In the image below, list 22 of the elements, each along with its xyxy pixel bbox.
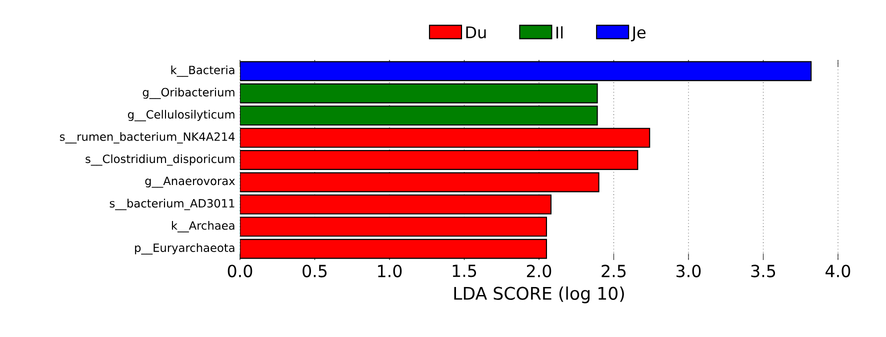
y-tick-label: g__Cellulosilyticum	[128, 110, 234, 122]
legend-label: Il	[556, 26, 563, 38]
y-tick-label: k__Archaea	[172, 221, 234, 232]
y-tick-label: p__Euryarchaeota	[135, 243, 234, 255]
x-tick-label: 1.0	[378, 264, 402, 278]
x-tick-label: 0.0	[228, 264, 252, 278]
y-tick-label: s__rumen_bacterium_NK4A214	[60, 132, 235, 144]
x-tick-label: 3.0	[676, 264, 701, 278]
legend-label: Je	[630, 26, 646, 42]
x-tick-label: 2.5	[602, 264, 626, 278]
x-tick-label: 4.0	[826, 264, 850, 278]
y-tick-label: g__Anaerovorax	[145, 176, 235, 188]
y-tick-label: k__Bacteria	[171, 65, 234, 77]
legend-label: Du	[466, 26, 486, 38]
y-tick-label: g__Oribacterium	[142, 88, 234, 99]
x-tick-label: 3.5	[751, 264, 776, 278]
x-tick-label: 2.0	[526, 264, 552, 278]
y-tick-label: s__bacterium_AD3011	[110, 198, 234, 210]
x-tick-label: 0.5	[302, 264, 327, 278]
x-axis-title: LDA SCORE (log 10)	[454, 286, 624, 304]
y-tick-label: s__Clostridium_disporicum	[86, 154, 234, 166]
x-tick-label: 1.5	[452, 264, 476, 278]
